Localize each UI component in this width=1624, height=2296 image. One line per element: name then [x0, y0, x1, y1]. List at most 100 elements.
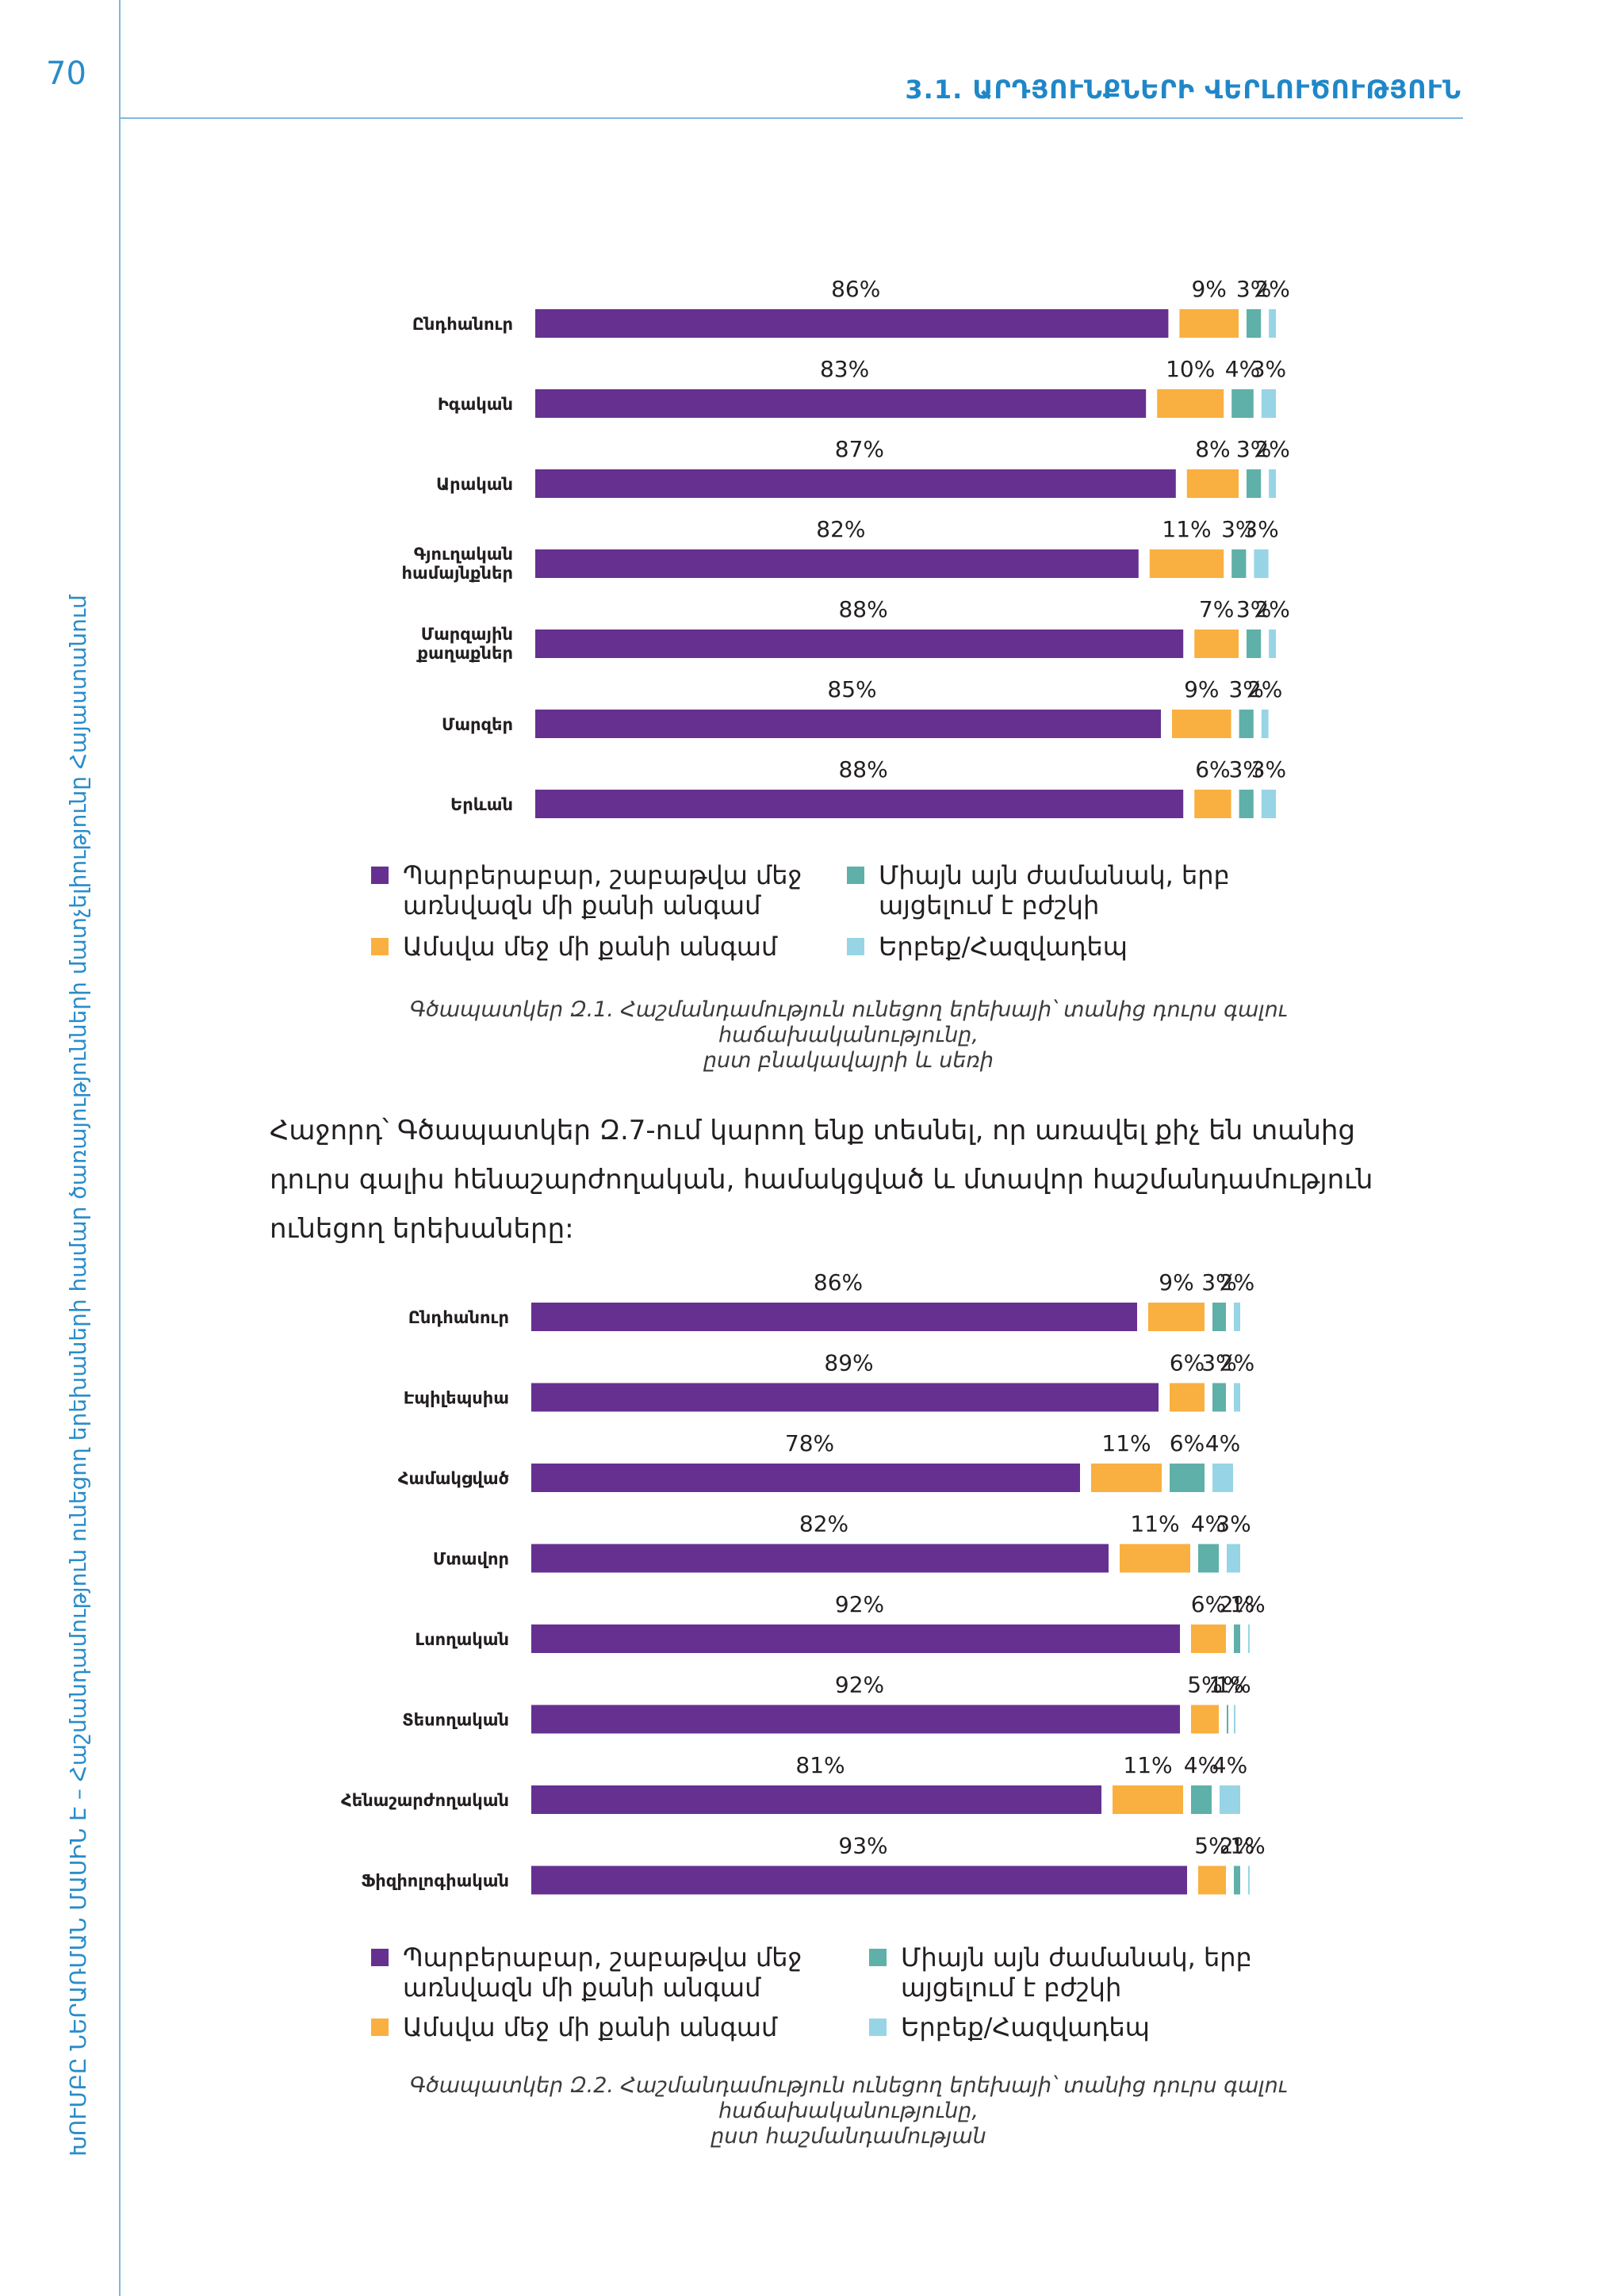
legend-swatch-lightblue [869, 2019, 887, 2036]
bar-never [1234, 1383, 1240, 1412]
bar-never [1254, 549, 1269, 578]
bar-monthly [1148, 1303, 1205, 1331]
bar-doctor [1212, 1303, 1226, 1331]
category-label: Ֆիզիոլոգիական [361, 1872, 509, 1891]
category-label: Տեսողական [402, 1711, 509, 1730]
bar-monthly [1194, 790, 1231, 818]
category-label: Երևան [450, 795, 513, 814]
data-label-regularly: 93% [838, 1833, 887, 1859]
data-label-doctor: 4% [1191, 1511, 1226, 1537]
data-label-doctor: 3% [1236, 596, 1271, 622]
data-label-monthly: 10% [1166, 356, 1215, 382]
legend-1-item-never: Երբեք/Հազվադեպ [847, 932, 1128, 962]
bar-regularly [535, 309, 1169, 338]
bar-regularly [531, 1705, 1180, 1734]
data-label-never: 3% [1216, 1511, 1251, 1537]
caption-2: Գծապատկեր Զ.2. Հաշմանդամություն ունեցող … [317, 2073, 1380, 2149]
bar-regularly [531, 1544, 1109, 1573]
page-margin-vertical-rule [119, 0, 121, 2296]
data-label-monthly: 11% [1123, 1752, 1172, 1778]
category-label: Լսողական [415, 1630, 509, 1649]
bar-never [1261, 389, 1276, 418]
category-label: Ընդհանուր [412, 315, 513, 334]
data-label-never: 4% [1212, 1752, 1247, 1778]
bar-monthly [1179, 309, 1239, 338]
legend-1-item-monthly: Ամսվա մեջ մի քանի անգամ [371, 932, 777, 962]
data-label-doctor: 2% [1220, 1833, 1254, 1859]
data-label-never: 1% [1216, 1672, 1251, 1698]
bar-doctor [1234, 1866, 1240, 1895]
data-label-never: 2% [1220, 1350, 1254, 1376]
data-label-monthly: 11% [1101, 1430, 1151, 1456]
bar-never [1234, 1705, 1235, 1734]
data-label-never: 1% [1230, 1833, 1265, 1859]
category-label: Ընդհանուր [408, 1308, 509, 1327]
legend-2-label-doctor-l2: այցելում է բժշկի [901, 1973, 1122, 2003]
category-label: Էպիլեպսիա [404, 1389, 509, 1408]
data-label-monthly: 9% [1184, 676, 1219, 702]
legend-swatch-purple [371, 1949, 389, 1966]
bar-monthly [1194, 629, 1239, 658]
data-label-doctor: 3% [1228, 756, 1263, 783]
data-label-never: 2% [1254, 276, 1289, 302]
bar-doctor [1170, 1464, 1205, 1492]
data-label-never: 3% [1251, 356, 1286, 382]
data-label-regularly: 82% [799, 1511, 848, 1537]
legend-2-label-doctor-l1: Միայն այն ժամանակ, երբ [901, 1942, 1252, 1973]
section-title: 3.1. ԱՐԴՅՈՒՆՔՆԵՐԻ ՎԵՐԼՈՒԾՈՒԹՅՈՒՆ [905, 75, 1461, 105]
legend-2-item-doctor: Միայն այն ժամանակ, երբ այցելում է բժշկի [869, 1942, 1252, 2003]
bar-never [1248, 1866, 1250, 1895]
bar-doctor [1231, 389, 1254, 418]
data-label-regularly: 88% [838, 756, 887, 783]
data-label-never: 3% [1243, 516, 1278, 542]
data-label-monthly: 5% [1194, 1833, 1229, 1859]
legend-2-label-regularly-l2: առնվազն մի քանի անգամ [403, 1973, 761, 2003]
data-label-never: 4% [1205, 1430, 1240, 1456]
bar-monthly [1172, 710, 1231, 738]
category-label: Համակցված [398, 1469, 509, 1488]
bar-regularly [531, 1303, 1137, 1331]
bar-regularly [531, 1624, 1180, 1653]
bar-regularly [531, 1464, 1080, 1492]
bar-never [1220, 1785, 1240, 1814]
data-label-monthly: 6% [1170, 1350, 1205, 1376]
data-label-regularly: 86% [831, 276, 880, 302]
bar-regularly [535, 790, 1184, 818]
data-label-regularly: 83% [820, 356, 869, 382]
category-label: համայնքներ [402, 564, 513, 583]
bar-monthly [1191, 1624, 1226, 1653]
bar-regularly [535, 629, 1184, 658]
data-label-doctor: 3% [1201, 1350, 1236, 1376]
caption-1: Գծապատկեր Զ.1. Հաշմանդամություն ունեցող … [317, 997, 1380, 1073]
bar-doctor [1231, 549, 1247, 578]
bar-doctor [1191, 1785, 1212, 1814]
data-label-regularly: 92% [835, 1591, 884, 1617]
data-label-never: 2% [1220, 1269, 1254, 1295]
bar-regularly [535, 710, 1161, 738]
data-label-regularly: 89% [824, 1350, 873, 1376]
legend-2-item-never: Երբեք/Հազվադեպ [869, 2012, 1150, 2042]
category-label: Իգական [438, 395, 513, 414]
data-label-doctor: 3% [1221, 516, 1256, 542]
bar-doctor [1198, 1544, 1219, 1573]
category-label: Գյուղական [414, 545, 513, 564]
caption-2-line1: Գծապատկեր Զ.2. Հաշմանդամություն ունեցող … [409, 2073, 1288, 2123]
data-label-regularly: 78% [785, 1430, 834, 1456]
bar-never [1269, 469, 1276, 498]
data-label-doctor: 2% [1220, 1591, 1254, 1617]
legend-1-item-doctor: Միայն այն ժամանակ, երբ այցելում է բժշկի [847, 860, 1230, 920]
legend-1-label-regularly-l2: առնվազն մի քանի անգամ [403, 890, 761, 920]
legend-1-label-doctor-l2: այցելում է բժշկի [879, 890, 1100, 920]
bar-monthly [1113, 1785, 1183, 1814]
category-label: Մարզային [421, 625, 513, 644]
bar-doctor [1227, 1705, 1228, 1734]
category-label: քաղաքներ [416, 644, 513, 663]
data-label-monthly: 9% [1191, 276, 1226, 302]
bar-monthly [1091, 1464, 1162, 1492]
data-label-never: 2% [1247, 676, 1282, 702]
legend-swatch-lightblue [847, 938, 864, 955]
body-paragraph: Հաջորդ՝ Գծապատկեր Զ.7-ում կարող ենք տեսն… [270, 1115, 1373, 1245]
legend-2-label-never: Երբեք/Հազվադեպ [901, 2012, 1150, 2042]
